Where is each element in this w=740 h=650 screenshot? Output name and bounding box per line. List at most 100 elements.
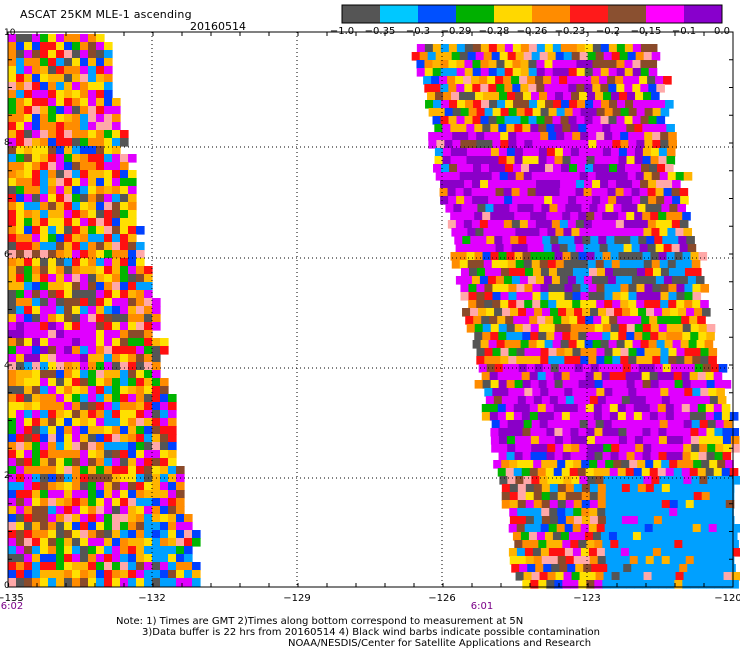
swath-cell	[88, 74, 97, 83]
swath-cell	[48, 234, 57, 243]
swath-cell	[603, 92, 612, 101]
swath-cell	[654, 236, 663, 245]
swath-cell	[136, 386, 145, 395]
swath-cell	[557, 460, 566, 469]
swath-cell	[731, 476, 740, 485]
swath-cell	[719, 564, 728, 573]
swath-cell	[56, 442, 65, 451]
swath-cell	[641, 100, 650, 109]
swath-cell	[525, 460, 534, 469]
swath-cell	[144, 266, 153, 275]
swath-cell	[572, 356, 581, 365]
swath-cell	[484, 300, 493, 309]
swath-cell	[549, 204, 559, 213]
swath-cell	[597, 460, 606, 469]
swath-cell	[636, 268, 646, 277]
swath-cell	[64, 138, 73, 147]
swath-cell	[479, 276, 489, 285]
swath-cell	[701, 516, 711, 525]
swath-cell	[520, 340, 530, 349]
swath-cell	[641, 412, 651, 421]
swath-cell	[448, 84, 457, 93]
swath-cell	[96, 106, 105, 115]
swath-cell	[40, 362, 49, 371]
swath-cell	[541, 460, 550, 469]
swath-cell	[623, 220, 633, 229]
swath-cell	[128, 442, 137, 451]
swath-cell	[40, 434, 49, 443]
swath-cell	[484, 108, 494, 117]
swath-cell	[506, 324, 516, 333]
swath-cell	[611, 572, 621, 581]
swath-cell	[24, 346, 33, 355]
swath-cell	[56, 178, 65, 187]
swath-cell	[524, 268, 534, 277]
swath-cell	[600, 84, 609, 93]
swath-cell	[684, 268, 694, 277]
swath-cell	[16, 322, 25, 331]
swath-cell	[587, 572, 597, 581]
swath-cell	[521, 100, 530, 109]
swath-cell	[633, 404, 643, 413]
swath-cell	[674, 380, 684, 389]
swath-cell	[462, 236, 471, 245]
swath-cell	[588, 140, 597, 149]
swath-cell	[637, 204, 647, 213]
swath-cell	[483, 52, 493, 61]
swath-cell	[88, 266, 97, 275]
swath-cell	[16, 370, 25, 379]
swath-cell	[443, 52, 453, 61]
swath-cell	[463, 276, 473, 285]
swath-cell	[128, 458, 137, 467]
swath-cell	[555, 92, 564, 101]
swath-cell	[556, 284, 566, 293]
swath-cell	[557, 204, 567, 213]
swath-cell	[56, 314, 65, 323]
swath-cell	[481, 412, 491, 421]
swath-cell	[616, 196, 625, 205]
swath-cell	[112, 106, 121, 115]
swath-cell	[717, 460, 726, 469]
swath-cell	[707, 444, 716, 453]
swath-cell	[516, 268, 526, 277]
swath-cell	[627, 172, 637, 181]
swath-cell	[591, 564, 600, 573]
swath-cell	[536, 68, 546, 77]
swath-cell	[491, 444, 500, 453]
swath-cell	[64, 274, 73, 283]
swath-cell	[144, 482, 153, 491]
swath-cell	[556, 268, 566, 277]
swath-cell	[599, 188, 609, 197]
swath-cell	[444, 140, 453, 149]
swath-cell	[709, 556, 719, 565]
swath-cell	[520, 180, 529, 189]
swath-cell	[24, 130, 33, 139]
swath-cell	[8, 282, 17, 291]
swath-cell	[522, 252, 532, 261]
swath-cell	[561, 372, 571, 381]
swath-cell	[674, 428, 684, 437]
swath-cell	[504, 180, 513, 189]
swath-cell	[144, 394, 153, 403]
swath-cell	[481, 100, 490, 109]
swath-cell	[656, 532, 666, 541]
swath-cell	[569, 316, 578, 325]
swath-cell	[553, 412, 563, 421]
swath-cell	[48, 250, 57, 259]
swath-cell	[620, 268, 630, 277]
swath-cell	[492, 348, 502, 357]
swath-cell	[40, 98, 49, 107]
swath-cell	[120, 426, 129, 435]
swath-cell	[24, 546, 33, 555]
swath-cell	[620, 140, 629, 149]
swath-cell	[104, 498, 113, 507]
swath-cell	[480, 180, 489, 189]
swath-cell	[531, 260, 541, 269]
swath-cell	[651, 260, 661, 269]
swath-cell	[570, 436, 580, 445]
swath-cell	[682, 252, 692, 261]
swath-cell	[636, 108, 646, 117]
swath-cell	[650, 148, 660, 157]
swath-cell	[579, 572, 589, 581]
swath-cell	[32, 426, 41, 435]
